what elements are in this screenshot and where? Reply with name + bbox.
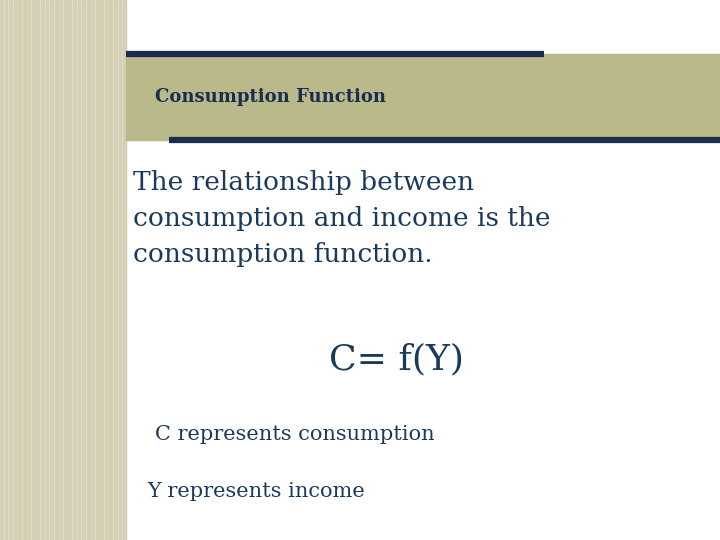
Bar — [126, 54, 720, 140]
Bar — [14, 0, 17, 540]
Bar — [105, 0, 108, 540]
Bar — [114, 0, 117, 540]
Bar — [18, 0, 21, 540]
Bar — [50, 0, 53, 540]
Bar — [4, 0, 7, 540]
Bar — [9, 0, 12, 540]
Text: Consumption Function: Consumption Function — [155, 88, 386, 106]
Bar — [32, 0, 35, 540]
Bar — [55, 0, 58, 540]
Bar — [82, 0, 85, 540]
Bar — [64, 0, 67, 540]
Bar — [73, 0, 76, 540]
Text: C= f(Y): C= f(Y) — [328, 342, 464, 376]
Bar — [41, 0, 44, 540]
Bar — [59, 0, 62, 540]
Bar — [0, 0, 126, 540]
Bar — [23, 0, 26, 540]
Bar — [96, 0, 99, 540]
Bar — [45, 0, 48, 540]
Bar — [78, 0, 81, 540]
Bar — [123, 0, 126, 540]
Text: The relationship between
consumption and income is the
consumption function.: The relationship between consumption and… — [133, 170, 551, 267]
Bar — [86, 0, 89, 540]
Text: Y represents income: Y represents income — [148, 482, 365, 501]
Bar — [119, 0, 122, 540]
Bar — [100, 0, 103, 540]
Bar — [27, 0, 30, 540]
Bar — [0, 0, 3, 540]
Bar — [68, 0, 71, 540]
Bar — [37, 0, 40, 540]
Bar — [91, 0, 94, 540]
Text: C represents consumption: C represents consumption — [155, 425, 434, 444]
Bar — [109, 0, 112, 540]
